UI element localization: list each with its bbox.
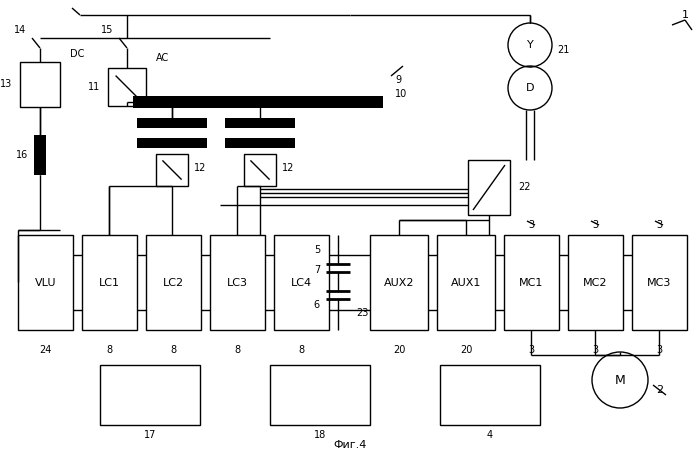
Text: 12: 12 [282,163,295,173]
Bar [370,235,428,330]
Bar [504,235,559,330]
Bar [108,68,146,106]
Bar [156,154,188,186]
Text: MC1: MC1 [519,278,544,288]
Text: Y: Y [526,40,533,50]
Text: 3: 3 [656,345,662,355]
Text: 13: 13 [0,79,12,89]
Text: 3: 3 [592,220,598,230]
Bar [137,138,207,148]
Text: 4: 4 [487,430,493,440]
Text: 16: 16 [15,150,28,160]
Text: MC3: MC3 [648,278,672,288]
Text: 3: 3 [528,220,534,230]
Bar [437,235,495,330]
Text: 8: 8 [106,345,112,355]
Text: 11: 11 [88,82,100,92]
Text: DC: DC [70,49,85,59]
Bar [210,235,265,330]
Text: 7: 7 [314,265,320,275]
Bar [225,118,295,128]
Bar [274,235,329,330]
Text: 17: 17 [144,430,156,440]
Text: 21: 21 [557,45,569,55]
Text: 3: 3 [656,220,662,230]
Text: 10: 10 [395,89,407,99]
Text: 18: 18 [314,430,326,440]
Bar [20,62,60,107]
Text: 20: 20 [460,345,473,355]
Text: MC2: MC2 [583,278,608,288]
Text: M: M [615,374,625,386]
Text: 22: 22 [518,182,531,192]
Text: AC: AC [156,53,169,63]
Text: 9: 9 [395,75,401,85]
Bar [133,96,383,108]
Text: AUX1: AUX1 [451,278,481,288]
Text: LC2: LC2 [163,278,184,288]
Text: 24: 24 [38,345,51,355]
Text: AUX2: AUX2 [384,278,414,288]
Bar [137,118,207,128]
Text: 14: 14 [14,25,26,35]
Text: 2: 2 [656,385,663,395]
Bar [440,365,540,425]
Bar [18,235,73,330]
Text: 15: 15 [101,25,113,35]
Text: Фиг.4: Фиг.4 [333,440,367,450]
Bar [468,160,510,215]
Bar [34,135,46,175]
Text: LC4: LC4 [291,278,312,288]
Bar [244,154,276,186]
Bar [270,365,370,425]
Bar [146,235,201,330]
Text: 1: 1 [682,10,689,20]
Text: LC3: LC3 [227,278,248,288]
Text: LC1: LC1 [99,278,120,288]
Text: 12: 12 [194,163,206,173]
Text: 6: 6 [314,300,320,310]
Bar [632,235,687,330]
Bar [568,235,623,330]
Text: 8: 8 [298,345,304,355]
Bar [82,235,137,330]
Text: 8: 8 [170,345,176,355]
Text: 3: 3 [528,345,534,355]
Bar [100,365,200,425]
Text: 3: 3 [592,345,598,355]
Text: D: D [526,83,534,93]
Text: 20: 20 [393,345,405,355]
Text: VLU: VLU [35,278,56,288]
Bar [225,138,295,148]
Text: 23: 23 [356,308,368,318]
Text: 5: 5 [314,245,320,255]
Text: 8: 8 [234,345,240,355]
